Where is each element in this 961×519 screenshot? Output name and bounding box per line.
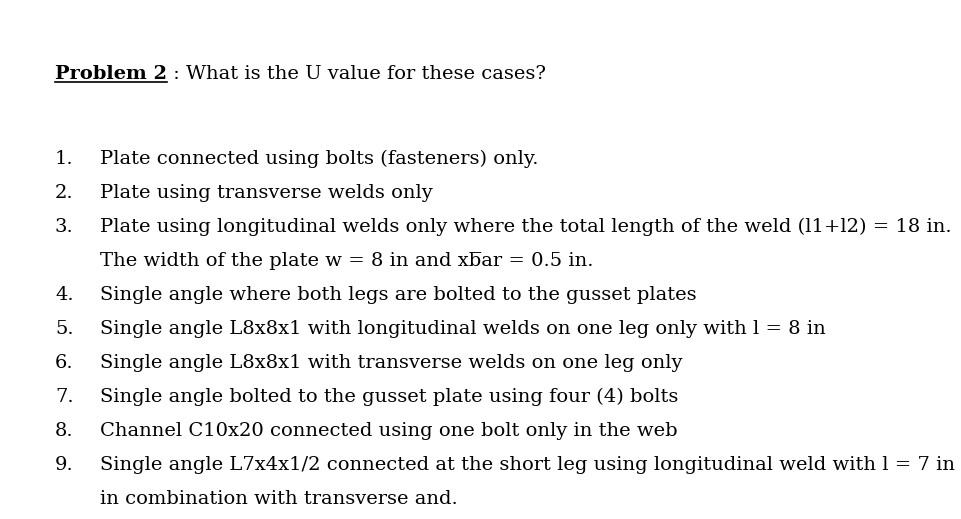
Text: Channel C10x20 connected using one bolt only in the web: Channel C10x20 connected using one bolt … <box>100 422 678 440</box>
Text: Single angle L8x8x1 with longitudinal welds on one leg only with l = 8 in: Single angle L8x8x1 with longitudinal we… <box>100 320 825 338</box>
Text: Plate using transverse welds only: Plate using transverse welds only <box>100 184 432 202</box>
Text: 5.: 5. <box>55 320 74 338</box>
Text: 7.: 7. <box>55 388 74 406</box>
Text: 2.: 2. <box>55 184 74 202</box>
Text: The width of the plate w = 8 in and xb̅ar = 0.5 in.: The width of the plate w = 8 in and xb̅a… <box>100 252 594 270</box>
Text: 9.: 9. <box>55 456 74 474</box>
Text: Single angle L7x4x1/2 connected at the short leg using longitudinal weld with l : Single angle L7x4x1/2 connected at the s… <box>100 456 955 474</box>
Text: Plate using longitudinal welds only where the total length of the weld (l1+l2) =: Plate using longitudinal welds only wher… <box>100 218 951 236</box>
Text: 1.: 1. <box>55 150 74 168</box>
Text: 6.: 6. <box>55 354 74 372</box>
Text: in combination with transverse and.: in combination with transverse and. <box>100 490 457 508</box>
Text: 3.: 3. <box>55 218 74 236</box>
Text: Plate connected using bolts (fasteners) only.: Plate connected using bolts (fasteners) … <box>100 150 538 168</box>
Text: 8.: 8. <box>55 422 74 440</box>
Text: Single angle bolted to the gusset plate using four (4) bolts: Single angle bolted to the gusset plate … <box>100 388 678 406</box>
Text: Single angle L8x8x1 with transverse welds on one leg only: Single angle L8x8x1 with transverse weld… <box>100 354 682 372</box>
Text: : What is the U value for these cases?: : What is the U value for these cases? <box>167 65 546 83</box>
Text: 4.: 4. <box>55 286 74 304</box>
Text: Single angle where both legs are bolted to the gusset plates: Single angle where both legs are bolted … <box>100 286 697 304</box>
Text: Problem 2: Problem 2 <box>55 65 167 83</box>
